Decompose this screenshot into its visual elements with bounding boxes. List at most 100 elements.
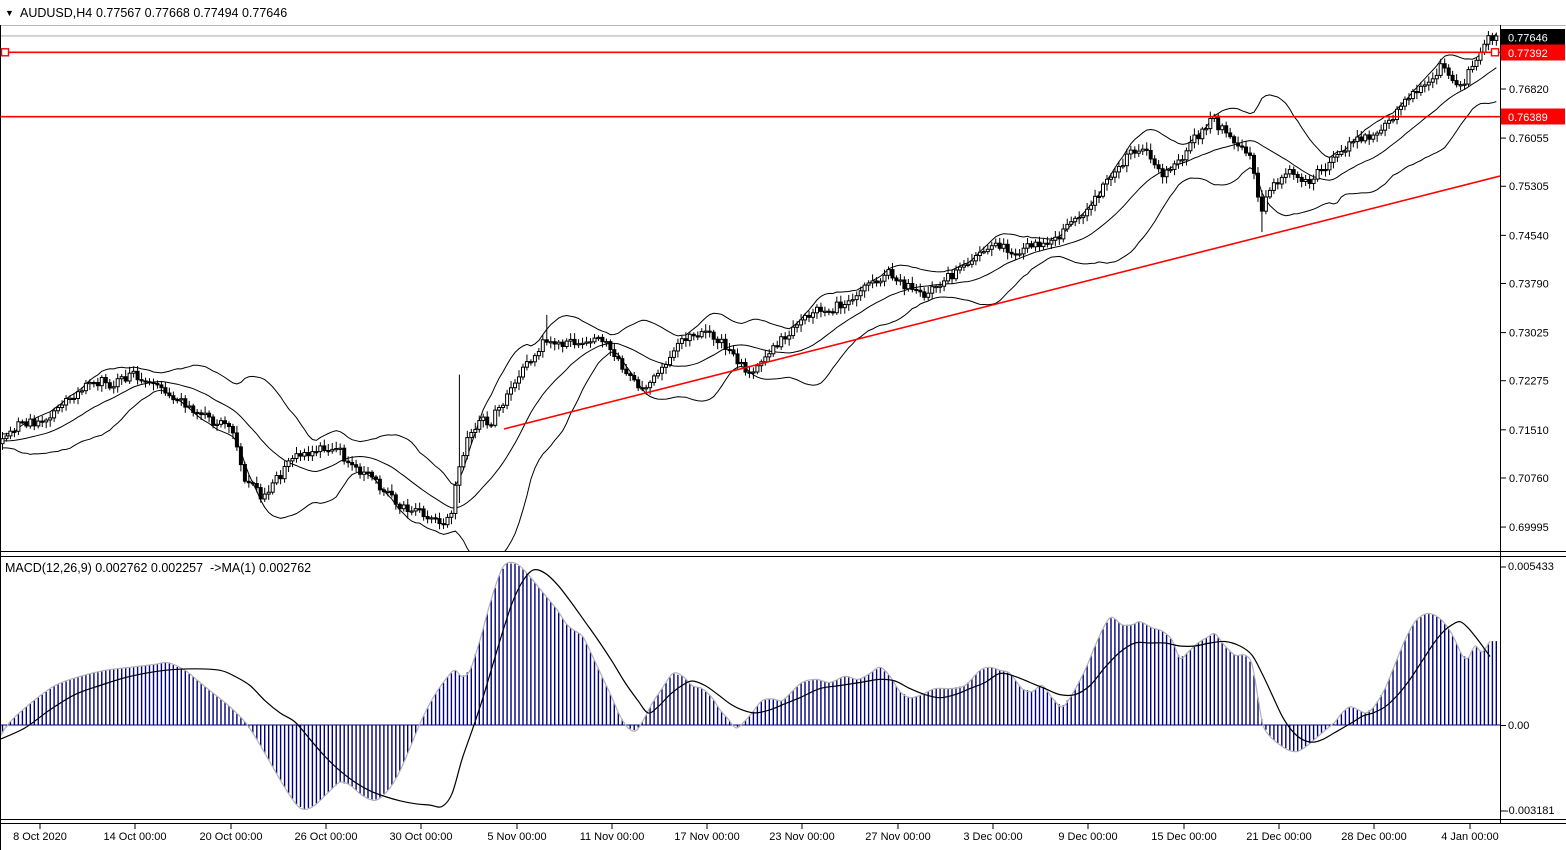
candle-body-bull — [1077, 217, 1082, 220]
candle-body-bull — [68, 397, 72, 400]
line-anchor-handle[interactable] — [1490, 48, 1500, 57]
symbol-dropdown-icon[interactable]: ▼ — [5, 8, 14, 18]
candle-body-bull — [80, 390, 84, 393]
candle-body-bull — [1283, 173, 1288, 178]
candle-body-bull — [930, 286, 935, 294]
candle-body-bull — [1168, 169, 1173, 172]
candle-body-bear — [147, 381, 152, 384]
time-axis-label: 28 Dec 00:00 — [1341, 831, 1406, 843]
candle-body-bull — [1021, 247, 1026, 255]
candle-body-bull — [1430, 78, 1435, 83]
candle-body-bear — [723, 338, 728, 350]
candle-body-bear — [707, 330, 712, 333]
candle-body-bull — [1204, 128, 1209, 131]
price-axis-tick-label: 0.73025 — [1509, 328, 1549, 340]
level-badge-label: 0.76389 — [1508, 112, 1548, 124]
candle-body-bull — [854, 295, 859, 301]
line-anchor-handle[interactable] — [1, 48, 10, 57]
candle-body-bull — [1176, 159, 1181, 165]
macd-axis-zero-label: 0.00 — [1508, 720, 1529, 732]
candle-body-bull — [898, 279, 903, 282]
candle-body-bull — [1287, 169, 1292, 175]
candle-body-bear — [1319, 169, 1324, 172]
macd-axis-min-label: -0.003181 — [1505, 805, 1555, 817]
time-axis-label: 23 Nov 00:00 — [769, 831, 834, 843]
candle-body-bull — [524, 361, 529, 368]
candle-body-bear — [175, 399, 180, 402]
price-pane[interactable] — [0, 31, 1500, 564]
candle-body-bull — [87, 382, 92, 385]
candle-body-bear — [624, 368, 629, 375]
candle-body-bull — [1025, 243, 1030, 249]
candle-body-bull — [99, 377, 104, 387]
candle-body-bull — [1069, 221, 1074, 225]
candle-body-bull — [564, 340, 569, 348]
candle-body-bull — [842, 304, 847, 309]
candle-body-bear — [40, 420, 45, 423]
candle-body-bull — [1406, 98, 1411, 101]
candle-body-bull — [866, 282, 871, 286]
candle-body-bull — [556, 341, 561, 345]
candle-body-bull — [1112, 171, 1117, 178]
candle-body-bear — [1414, 91, 1419, 94]
candle-body-bull — [588, 341, 593, 344]
candle-body-bull — [580, 342, 585, 345]
candle-body-bull — [1403, 98, 1407, 107]
candle-body-bull — [1164, 169, 1169, 178]
price-axis-tick-label: 0.76820 — [1509, 84, 1549, 96]
candle-body-bear — [1307, 179, 1312, 184]
candle-body-bear — [620, 358, 625, 370]
candle-body-bear — [393, 494, 398, 505]
candle-body-bear — [358, 466, 363, 475]
candle-body-bear — [381, 489, 386, 493]
candle-body-bull — [1438, 63, 1443, 76]
candle-body-bull — [517, 376, 521, 384]
candle-body-bull — [338, 447, 343, 450]
macd-pane[interactable] — [0, 561, 1500, 811]
candle-body-bear — [715, 338, 720, 344]
candle-body-bull — [576, 343, 581, 346]
candle-body-bear — [528, 361, 533, 364]
candle-body-bull — [1486, 35, 1491, 45]
candle-body-bull — [1124, 153, 1129, 167]
chart-title-quotes: 0.77567 0.77668 0.77494 0.77646 — [96, 6, 287, 20]
candle-body-bear — [123, 376, 128, 382]
candle-body-bear — [1442, 63, 1447, 69]
candle-body-bull — [1093, 195, 1098, 206]
candle-body-bull — [1426, 81, 1431, 86]
candle-body-bear — [223, 420, 227, 425]
macd-axis[interactable]: 0.005433 0.00 -0.003181 — [1505, 561, 1555, 817]
candle-body-bull — [942, 280, 947, 287]
candle-body-bear — [1196, 134, 1201, 140]
time-axis[interactable]: 8 Oct 2020 14 Oct 00:00 20 Oct 00:00 26 Oct… — [13, 824, 1499, 843]
time-axis-label: 4 Jan 00:00 — [1441, 831, 1499, 843]
candle-body-bull — [60, 404, 65, 408]
candle-body-bear — [227, 423, 231, 428]
candle-body-bull — [401, 504, 406, 510]
candle-body-bear — [1132, 149, 1137, 154]
price-axis-tick-label: 0.69995 — [1509, 522, 1549, 534]
candle-body-bull — [1422, 84, 1427, 87]
candle-body-bear — [616, 355, 621, 360]
candle-body-bull — [739, 362, 744, 365]
candle-body-bear — [437, 518, 442, 525]
bollinger-middle-band — [2, 67, 1497, 509]
current-price-badge: 0.77646 — [1501, 29, 1565, 45]
candle-body-bull — [513, 382, 517, 389]
candle-body-bull — [449, 512, 454, 518]
time-axis-label: 14 Oct 00:00 — [104, 831, 167, 843]
time-axis-label: 20 Oct 00:00 — [200, 831, 263, 843]
candle-body-bull — [675, 342, 680, 352]
candle-body-bear — [155, 382, 160, 386]
candle-body-bear — [735, 353, 740, 365]
current-price-badge-bg — [1501, 29, 1565, 45]
candle-body-bull — [668, 356, 672, 366]
candle-body-bull — [1188, 142, 1193, 152]
candle-body-bear — [278, 475, 283, 480]
candle-body-bull — [985, 248, 990, 253]
trendline[interactable] — [503, 175, 1500, 430]
candle-body-bear — [254, 483, 259, 489]
candle-body-bear — [1252, 154, 1256, 174]
candle-body-bear — [12, 430, 17, 433]
